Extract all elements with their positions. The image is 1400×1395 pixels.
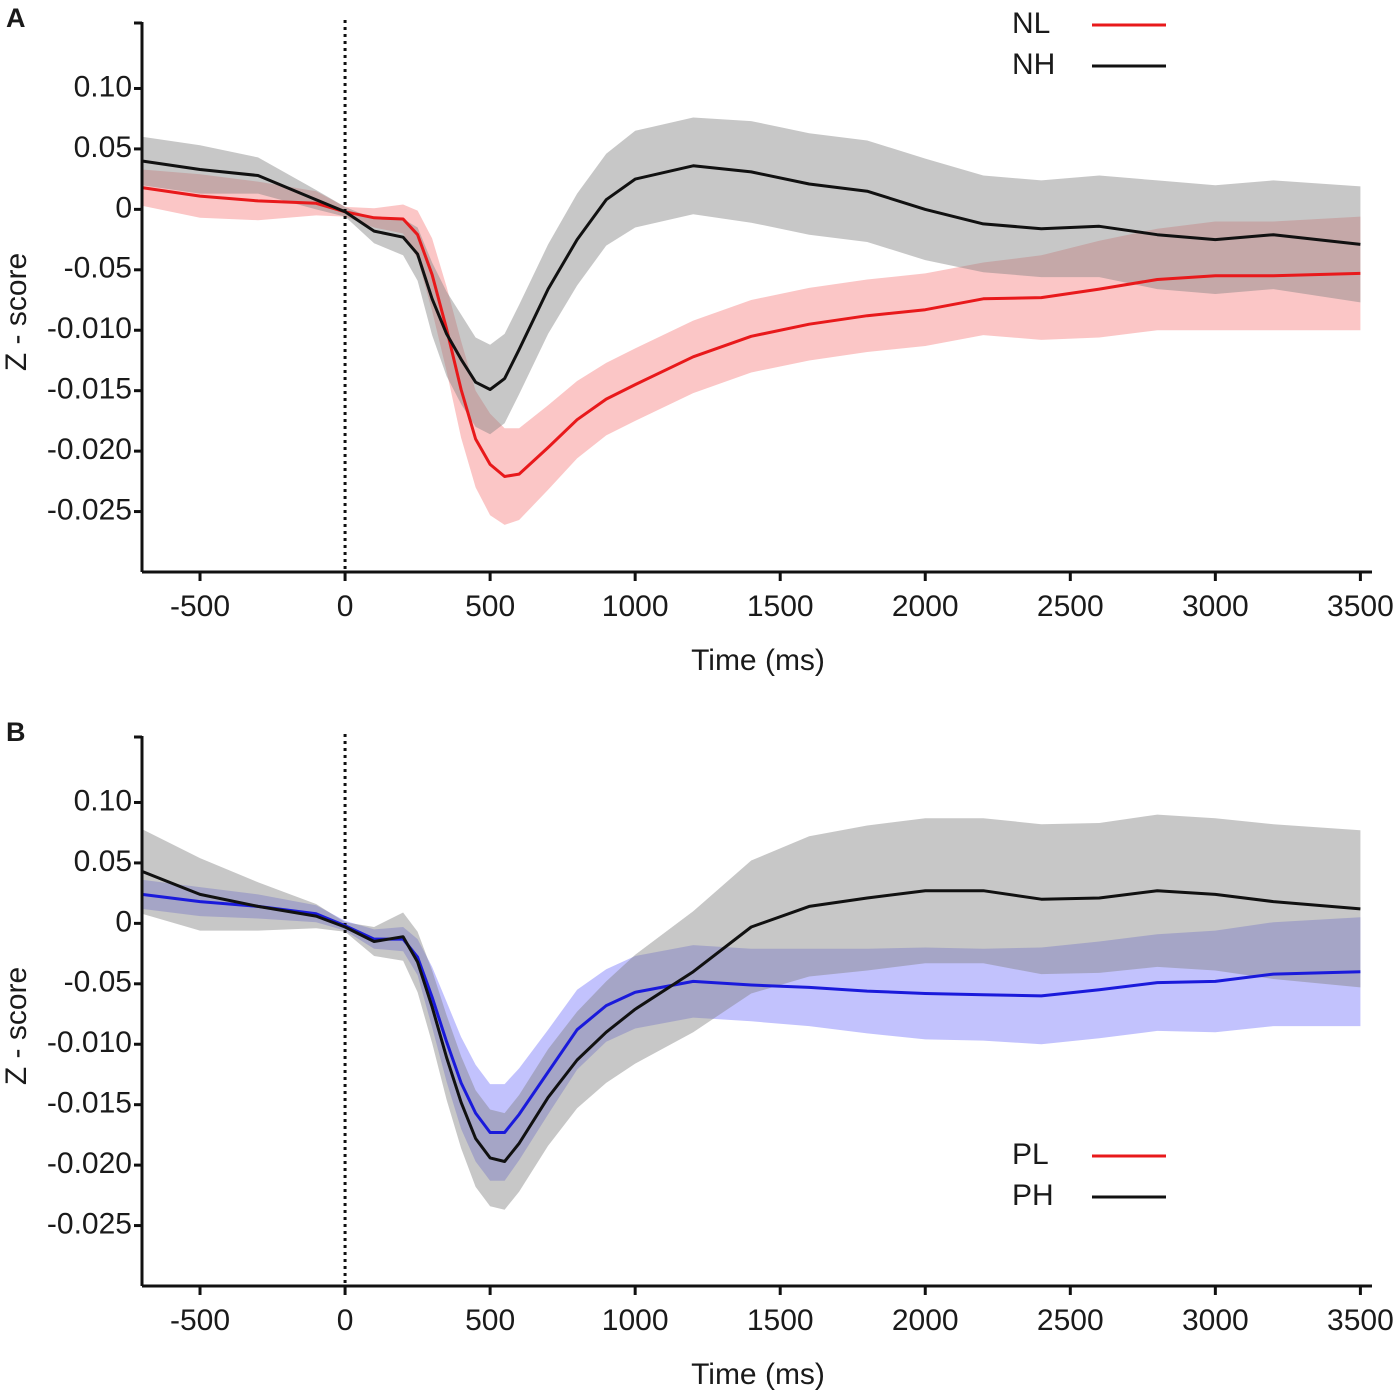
y-tick-label: -0.020	[47, 433, 132, 466]
x-tick-label: 2000	[892, 590, 959, 623]
legend-label: PL	[1012, 1138, 1049, 1171]
y-axis-label: Z - score	[0, 253, 33, 371]
series-line	[141, 870, 1361, 1163]
y-tick-label: -0.025	[47, 1207, 132, 1240]
error-band	[142, 814, 1361, 1210]
y-tick-label: 0.10	[74, 784, 132, 817]
x-tick-label: 0	[337, 590, 354, 623]
x-tick-label: -500	[170, 1304, 230, 1337]
x-tick-label: 500	[465, 1304, 515, 1337]
y-tick-label: 0.05	[74, 845, 132, 878]
series-line	[141, 159, 1361, 391]
error-band	[142, 169, 1361, 525]
x-axis-label: Time (ms)	[691, 1358, 825, 1391]
x-tick-label: 2500	[1037, 590, 1104, 623]
x-axis-label: Time (ms)	[691, 644, 825, 677]
legend-label: NL	[1012, 7, 1050, 40]
y-tick-label: 0	[115, 191, 132, 224]
error-band	[142, 117, 1361, 435]
x-tick-label: -500	[170, 590, 230, 623]
y-tick-label: 0.10	[74, 70, 132, 103]
y-tick-label: -0.010	[47, 1026, 132, 1059]
x-tick-label: 3000	[1182, 1304, 1249, 1337]
series-line	[141, 186, 1361, 478]
legend-label: NH	[1012, 48, 1055, 81]
y-tick-label: -0.010	[47, 312, 132, 345]
panel-label: A	[6, 3, 26, 33]
x-tick-label: 3000	[1182, 590, 1249, 623]
x-tick-label: 2000	[892, 1304, 959, 1337]
panel: A 0.10 0.05 0 -0.05 -0.010 -0.015 -0.020 -0.025 -…	[0, 3, 1394, 677]
x-tick-label: 500	[465, 590, 515, 623]
y-tick-label: 0.05	[74, 131, 132, 164]
x-tick-label: 1500	[747, 590, 814, 623]
panel-label: B	[6, 717, 26, 747]
y-tick-label: -0.015	[47, 1087, 132, 1120]
y-tick-label: 0	[115, 905, 132, 938]
error-band	[142, 879, 1361, 1181]
x-tick-label: 0	[337, 1304, 354, 1337]
y-tick-label: -0.020	[47, 1147, 132, 1180]
y-tick-label: -0.05	[64, 252, 132, 285]
y-axis-label: Z - score	[0, 967, 33, 1085]
x-tick-label: 1000	[602, 1304, 669, 1337]
y-tick-label: -0.025	[47, 493, 132, 526]
panel: B 0.10 0.05 0 -0.05 -0.010 -0.015 -0.020 -0.025 -…	[0, 717, 1394, 1391]
x-tick-label: 1000	[602, 590, 669, 623]
x-tick-label: 2500	[1037, 1304, 1104, 1337]
x-tick-label: 1500	[747, 1304, 814, 1337]
x-tick-label: 3500	[1327, 1304, 1394, 1337]
y-tick-label: -0.015	[47, 373, 132, 406]
legend-label: PH	[1012, 1179, 1054, 1212]
y-tick-label: -0.05	[64, 966, 132, 999]
x-tick-label: 3500	[1327, 590, 1394, 623]
series-line	[141, 892, 1361, 1134]
